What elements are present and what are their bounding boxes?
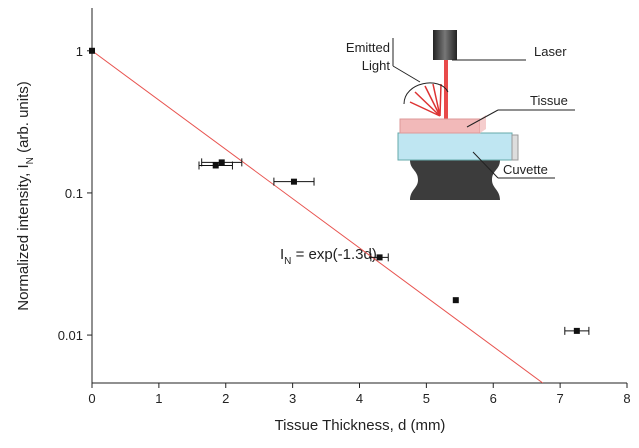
- inset-label: Emitted: [346, 40, 390, 55]
- annotation-text: = exp(-1.3d): [291, 246, 376, 263]
- data-point: [376, 254, 383, 261]
- x-tick-label: 1: [155, 391, 162, 406]
- inset-label: Cuvette: [503, 162, 548, 177]
- data-point: [212, 162, 219, 169]
- inset-label: Light: [362, 58, 391, 73]
- data-point: [290, 178, 297, 185]
- y-axis-label: Normalized intensity, IN (arb. units): [15, 81, 36, 311]
- laser: [433, 30, 457, 60]
- annotation-text: I: [280, 246, 284, 263]
- leaders: [392, 38, 575, 179]
- fit-line: [92, 50, 544, 383]
- y-label-text: Normalized intensity, I: [15, 164, 32, 310]
- cuvette-side: [511, 134, 519, 161]
- x-tick-label: 2: [222, 391, 229, 406]
- x-tick-label: 5: [423, 391, 430, 406]
- data-point: [452, 297, 459, 304]
- x-axis-label: Tissue Thickness, d (mm): [275, 417, 446, 434]
- data-point: [218, 159, 225, 166]
- x-tick-label: 4: [356, 391, 363, 406]
- x-tick-label: 3: [289, 391, 296, 406]
- y-tick-label: 0.1: [65, 186, 83, 201]
- data-point: [573, 327, 580, 334]
- x-tick-label: 6: [490, 391, 497, 406]
- data-point: [89, 47, 95, 54]
- beam: [444, 60, 448, 122]
- y-label-text: (arb. units): [15, 81, 32, 157]
- x-tick-label: 8: [623, 391, 630, 406]
- inset-label: Laser: [534, 44, 567, 59]
- annotation-sub: N: [284, 256, 291, 267]
- annotation: IN = exp(-1.3d): [280, 246, 377, 267]
- holder: [410, 160, 500, 200]
- y-label-sub: N: [25, 157, 36, 164]
- x-tick-label: 0: [88, 391, 95, 406]
- arc: [403, 82, 449, 105]
- inset-diagram: Emitted Light Laser Tissue Cuvette: [346, 30, 575, 200]
- x-tick-label: 7: [557, 391, 564, 406]
- cuvette: [397, 132, 513, 161]
- y-tick-label: 0.01: [58, 328, 83, 343]
- inset-label: Tissue: [530, 93, 568, 108]
- emitted-arrows: [409, 83, 442, 117]
- y-tick-label: 1: [76, 44, 83, 59]
- plot: [92, 50, 544, 383]
